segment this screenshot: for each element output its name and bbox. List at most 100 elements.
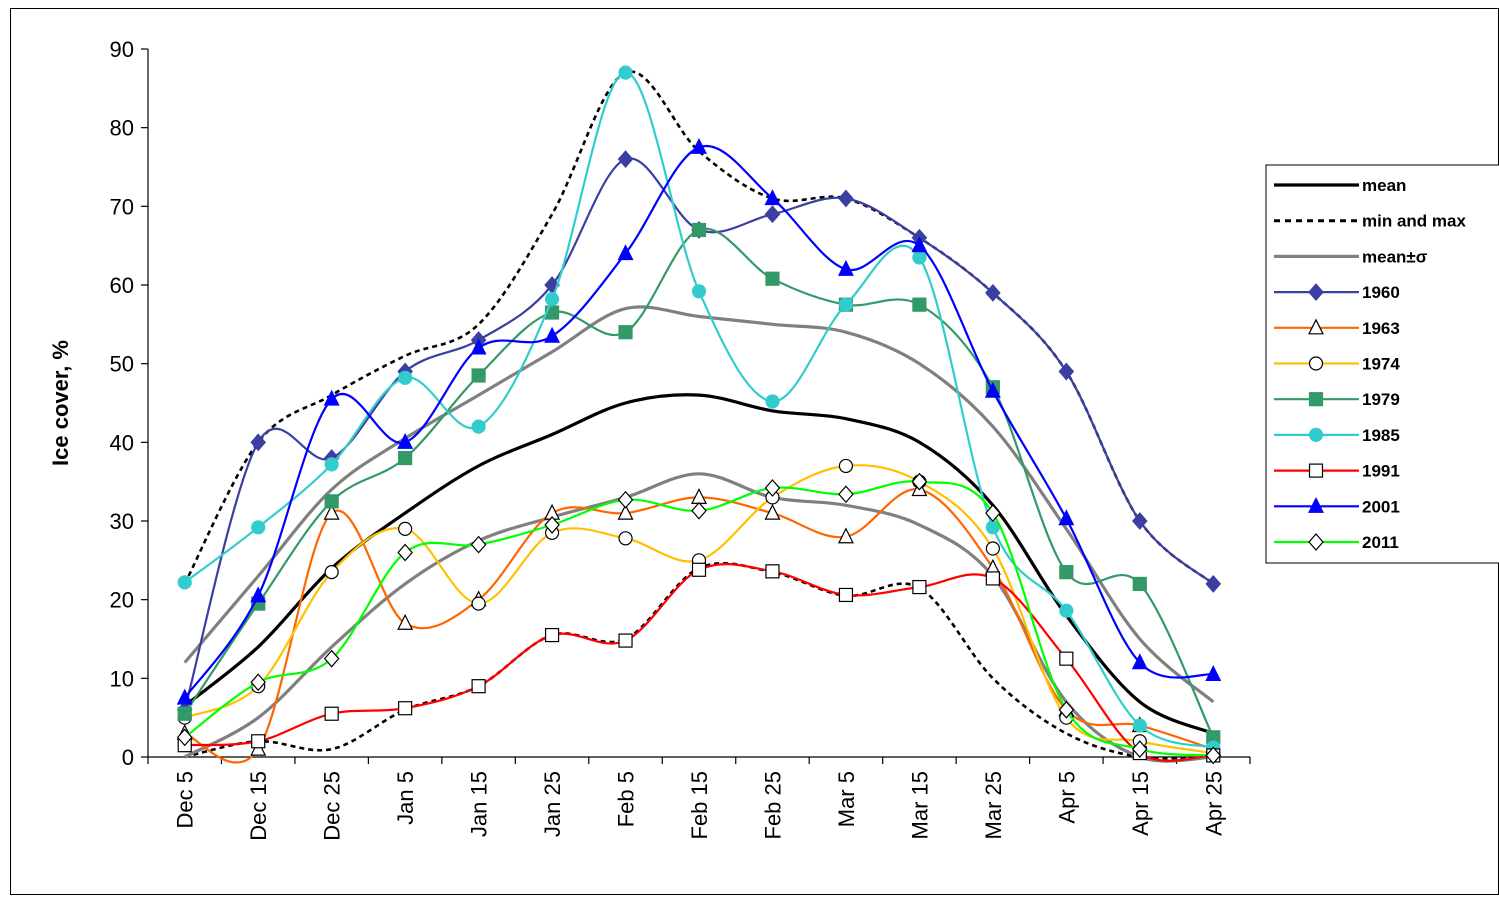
data-point [1131, 653, 1148, 670]
series-min-and-max [183, 70, 1215, 585]
x-tick-label: Dec 25 [320, 771, 345, 841]
legend-entry: mean [1274, 176, 1406, 195]
data-point [984, 381, 1001, 398]
x-tick-label: Feb 5 [614, 771, 639, 827]
data-point [985, 541, 1000, 556]
y-tick-label: 80 [110, 116, 134, 141]
data-point [323, 503, 340, 520]
data-point [398, 521, 413, 536]
data-point [470, 338, 487, 355]
data-point [691, 501, 707, 520]
data-point [837, 259, 854, 276]
y-tick-label: 10 [110, 666, 134, 691]
data-point [911, 236, 928, 253]
data-point [838, 485, 854, 504]
x-tick-label: Mar 25 [981, 771, 1006, 839]
legend-entry: min and max [1274, 212, 1466, 231]
data-point [1059, 603, 1074, 618]
legend-entry: 1960 [1274, 283, 1400, 302]
data-point [838, 587, 854, 603]
legend-entry: 2011 [1274, 533, 1399, 552]
legend-marker [1308, 392, 1324, 407]
data-point [837, 527, 854, 544]
series-2011 [176, 472, 1222, 765]
data-point [471, 419, 486, 434]
data-point [1058, 509, 1075, 526]
y-tick-label: 0 [122, 745, 134, 770]
data-point [691, 222, 707, 238]
data-point [691, 562, 707, 577]
data-point [176, 728, 193, 747]
series-2001 [176, 137, 1222, 705]
data-point [250, 433, 266, 452]
data-point [544, 326, 561, 343]
y-tick-label: 50 [110, 352, 134, 377]
legend-marker [1308, 463, 1324, 478]
data-point [398, 701, 413, 716]
data-point [251, 520, 266, 535]
data-point [1132, 740, 1148, 759]
x-tick-label: Mar 15 [907, 771, 932, 839]
data-point [617, 244, 634, 261]
legend-entry: 1979 [1274, 390, 1400, 409]
legend-entry: 1963 [1274, 318, 1400, 338]
series-mean- [183, 472, 1214, 763]
series-mean [183, 393, 1214, 735]
legend-marker [1308, 496, 1324, 513]
data-point [1132, 718, 1147, 733]
data-point [323, 389, 340, 406]
data-point [324, 565, 339, 580]
data-point [544, 627, 560, 643]
data-point [912, 297, 927, 312]
x-tick-label: Jan 5 [393, 771, 418, 825]
data-point [250, 673, 266, 692]
legend-label: 1974 [1362, 355, 1400, 374]
legend-entry: 1985 [1274, 426, 1400, 445]
data-point [177, 575, 192, 590]
data-point [1205, 575, 1222, 593]
legend-marker [1308, 318, 1324, 335]
data-point [618, 65, 633, 80]
x-tick-label: Apr 15 [1128, 771, 1153, 836]
legend-marker [1308, 427, 1324, 442]
legend-entry: mean±σ [1274, 247, 1428, 266]
legend-marker [1308, 283, 1324, 302]
data-point [397, 432, 414, 449]
legend-entry: 1974 [1274, 355, 1400, 374]
data-point [838, 297, 854, 312]
data-point [985, 571, 1000, 586]
x-tick-label: Apr 25 [1201, 771, 1226, 836]
legend-label: 2001 [1362, 497, 1400, 516]
legend-label: mean [1362, 176, 1406, 195]
data-point [985, 504, 1001, 523]
data-point [1059, 565, 1074, 580]
x-tick-label: Jan 25 [540, 771, 565, 837]
data-point [618, 633, 633, 648]
data-point [324, 457, 339, 472]
series-1979 [177, 222, 1221, 745]
data-point [471, 596, 486, 611]
data-point [764, 189, 781, 206]
data-point [764, 479, 781, 497]
x-tick-label: Feb 15 [687, 771, 712, 840]
data-point [838, 189, 854, 208]
data-point [1205, 746, 1222, 765]
data-point [911, 472, 928, 491]
data-point [617, 503, 634, 520]
data-point [1058, 362, 1075, 381]
data-point [765, 564, 780, 579]
data-point [764, 503, 781, 520]
data-point [398, 370, 413, 385]
data-point [471, 679, 486, 694]
data-point [617, 490, 634, 509]
data-point [176, 688, 193, 705]
legend-entry: 2001 [1274, 496, 1400, 516]
data-point [618, 325, 633, 340]
legend-marker [1308, 533, 1324, 551]
series-line [183, 157, 1215, 711]
series-line [183, 393, 1214, 735]
data-point [985, 283, 1001, 302]
data-point [912, 579, 927, 595]
y-tick-label: 70 [110, 194, 134, 219]
